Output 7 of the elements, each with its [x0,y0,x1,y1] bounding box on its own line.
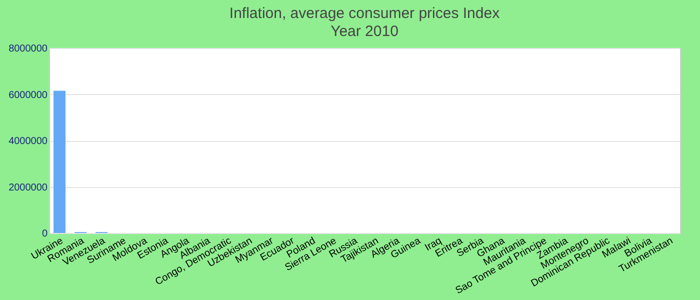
chart-subtitle: Year 2010 [330,23,398,40]
y-tick-label: 0 [42,228,48,240]
y-tick-label: 4000000 [8,136,48,147]
y-tick-label: 2000000 [8,182,48,194]
y-tick-label: 6000000 [8,90,48,101]
chart-title: Inflation, average consumer prices Index [229,5,500,22]
y-tick-label: 8000000 [8,44,48,54]
